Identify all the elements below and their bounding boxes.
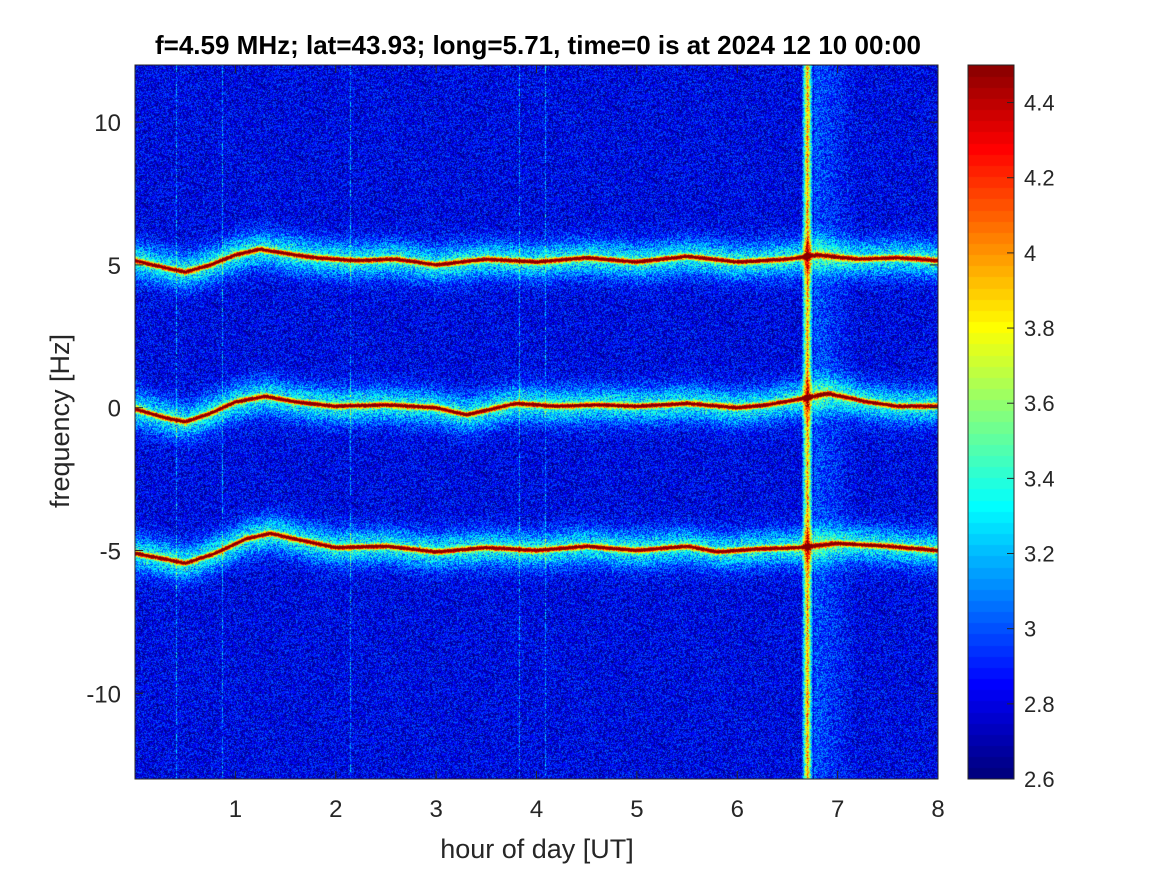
doppler-trace-line bbox=[134, 532, 939, 565]
y-tick-label: 0 bbox=[108, 396, 121, 423]
y-axis: 10 5 0 -5 -10 bbox=[86, 110, 938, 708]
colorbar-tick-label: 4.2 bbox=[1024, 166, 1055, 191]
x-tick-label: 4 bbox=[530, 796, 543, 823]
trace-lines bbox=[134, 248, 939, 565]
y-axis-label: frequency [Hz] bbox=[45, 334, 75, 508]
y-tick-label: -5 bbox=[100, 539, 121, 566]
colorbar-tick-label: 4 bbox=[1024, 241, 1036, 266]
colorbar-tick-label: 3.4 bbox=[1024, 466, 1055, 491]
x-tick-label: 6 bbox=[731, 796, 744, 823]
x-tick-label: 3 bbox=[429, 796, 442, 823]
colorbar-tick-label: 2.8 bbox=[1024, 692, 1055, 717]
y-tick-label: 5 bbox=[108, 253, 121, 280]
colorbar-tick-label: 3.2 bbox=[1024, 542, 1055, 567]
doppler-trace-line bbox=[134, 248, 939, 274]
colorbar-tick-label: 4.4 bbox=[1024, 91, 1055, 116]
colorbar-tick-label: 3 bbox=[1024, 617, 1036, 642]
y-tick-label: 10 bbox=[94, 110, 121, 137]
colorbar-tick-label: 2.6 bbox=[1024, 767, 1055, 792]
spectrogram-image-container bbox=[135, 65, 938, 779]
chart-title: f=4.59 MHz; lat=43.93; long=5.71, time=0… bbox=[155, 30, 921, 60]
x-tick-label: 1 bbox=[229, 796, 242, 823]
colorbar-image bbox=[968, 65, 1014, 779]
colorbar-ticks: 4.4 4.2 4 3.8 3.6 3.4 3.2 3 2.8 2.6 bbox=[1007, 91, 1055, 792]
colorbar-tick-label: 3.8 bbox=[1024, 316, 1055, 341]
colorbar-frame bbox=[967, 64, 1015, 780]
x-tick-label: 7 bbox=[831, 796, 844, 823]
x-tick-label: 2 bbox=[329, 796, 342, 823]
spectrogram-plot bbox=[134, 64, 939, 780]
x-axis-label: hour of day [UT] bbox=[440, 834, 634, 864]
colorbar-image-container bbox=[968, 65, 1014, 779]
y-tick-label: -10 bbox=[86, 681, 121, 708]
colorbar: 4.4 4.2 4 3.8 3.6 3.4 3.2 3 2.8 2.6 bbox=[967, 64, 1055, 792]
spectrogram-image bbox=[135, 65, 938, 779]
x-axis: 1 2 3 4 5 6 7 8 bbox=[229, 65, 945, 823]
x-tick-label: 8 bbox=[931, 796, 944, 823]
colorbar-tick-label: 3.6 bbox=[1024, 391, 1055, 416]
x-tick-label: 5 bbox=[630, 796, 643, 823]
doppler-trace-line bbox=[134, 392, 898, 424]
